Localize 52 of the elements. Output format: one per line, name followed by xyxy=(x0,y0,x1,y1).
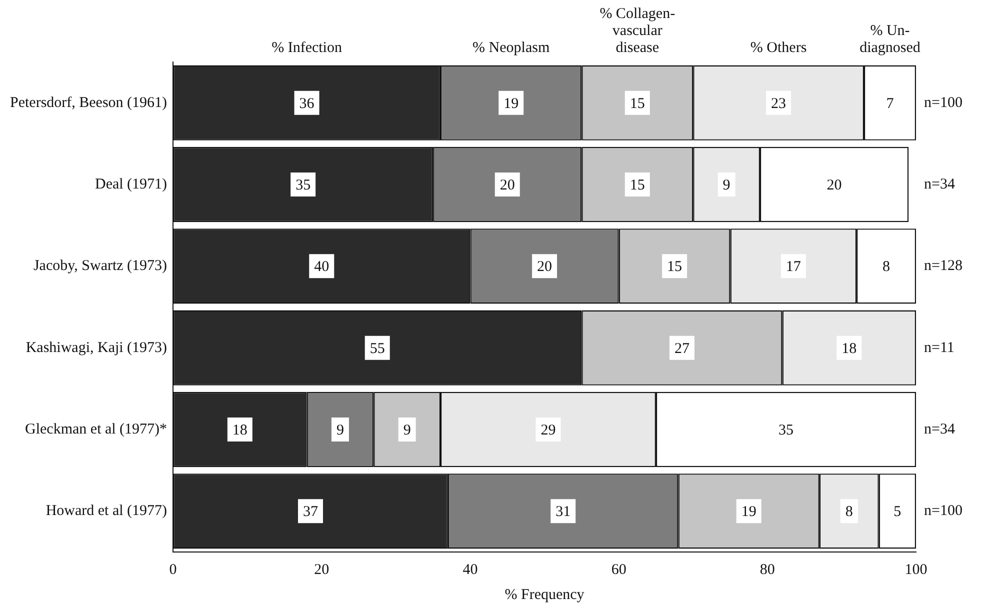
data-label: 15 xyxy=(630,96,645,112)
text: n=128 xyxy=(924,258,962,274)
data-label: 29 xyxy=(540,422,556,438)
x-tick-label: 80 xyxy=(760,562,775,578)
y-tick-label: Kashiwagi, Kaji (1973) xyxy=(26,340,168,356)
series-label: % Collagen-vascular disease xyxy=(600,6,676,56)
data-label: 8 xyxy=(882,259,890,276)
text: n=11 xyxy=(924,340,954,356)
data-label: 15 xyxy=(667,259,682,276)
text: n=100 xyxy=(924,94,962,111)
data-label: 9 xyxy=(722,177,730,194)
data-label: 5 xyxy=(894,504,902,520)
y-tick-label: Deal (1971) xyxy=(94,176,168,192)
data-label: 9 xyxy=(336,422,344,438)
data-label: 19 xyxy=(741,504,756,520)
y-tick-label: Jacoby, Swartz (1973) xyxy=(33,258,168,274)
y-tick-label: Howard et al (1977) xyxy=(46,503,168,520)
data-label: 17 xyxy=(786,259,802,276)
x-tick-label: 0 xyxy=(169,562,177,578)
x-tick-label: 40 xyxy=(462,562,478,578)
data-label: 27 xyxy=(674,340,690,357)
y-tick-label: Gleckman et al (1977)* xyxy=(25,421,168,438)
data-label: 23 xyxy=(771,96,786,112)
data-label: 7 xyxy=(886,96,894,112)
series-label: % Un-diagnosed xyxy=(860,23,921,56)
text: n=34 xyxy=(924,176,956,192)
data-label: 15 xyxy=(630,177,645,194)
data-label: 36 xyxy=(299,96,315,112)
series-label: % Infection xyxy=(272,40,342,56)
series-label: % Others xyxy=(750,40,807,56)
x-tick-label: 20 xyxy=(314,562,330,578)
data-label: 40 xyxy=(314,259,330,276)
y-tick-label: Petersdorf, Beeson (1961) xyxy=(10,94,168,111)
data-label: 35 xyxy=(778,422,794,438)
data-label: 20 xyxy=(537,259,552,276)
data-label: 19 xyxy=(504,96,519,112)
data-label: 18 xyxy=(842,340,857,357)
data-label: 31 xyxy=(556,504,571,520)
x-tick-label: 60 xyxy=(611,562,626,578)
x-axis-title: % Frequency xyxy=(504,586,585,603)
x-tick-label: 100 xyxy=(904,562,928,578)
data-label: 18 xyxy=(232,422,248,438)
data-label: 8 xyxy=(845,504,853,520)
data-label: 55 xyxy=(370,340,385,357)
text: n=34 xyxy=(924,421,956,438)
data-label: 20 xyxy=(500,177,515,194)
series-label: % Neoplasm xyxy=(472,40,550,56)
data-label: 9 xyxy=(403,422,411,438)
data-label: 20 xyxy=(826,177,842,194)
text: n=100 xyxy=(924,503,962,520)
data-label: 35 xyxy=(296,177,311,194)
data-label: 37 xyxy=(302,504,318,520)
